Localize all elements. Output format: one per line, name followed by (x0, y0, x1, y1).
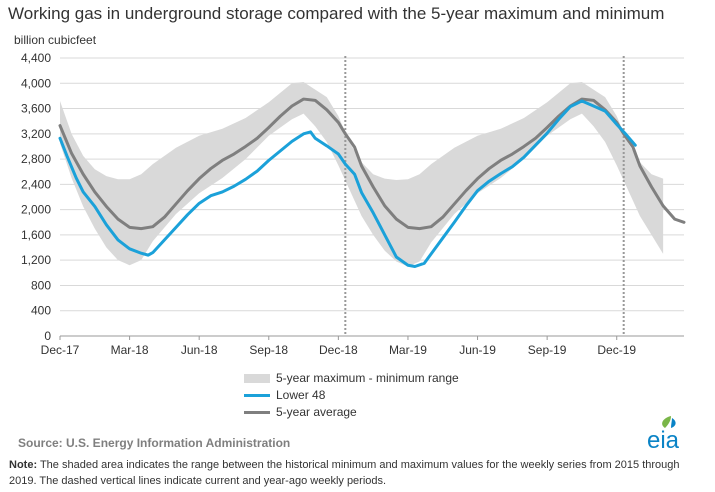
y-tick-label: 2,000 (21, 203, 51, 217)
leaf-icon (662, 416, 671, 428)
y-tick-label: 1,600 (21, 228, 51, 242)
leaf-icon-secondary (671, 418, 676, 428)
y-tick-label: 800 (31, 278, 51, 292)
legend-swatch-average (244, 411, 270, 414)
y-tick-label: 2,400 (21, 177, 51, 191)
legend-swatch-lower48 (244, 394, 270, 397)
legend: 5-year maximum - minimum range Lower 48 … (244, 370, 459, 421)
y-tick-label: 4,000 (21, 76, 51, 90)
range-band (60, 82, 664, 267)
footnote: Note: The shaded area indicates the rang… (9, 457, 709, 489)
source-text: Source: U.S. Energy Information Administ… (18, 436, 291, 450)
logo-text: eia (647, 427, 680, 452)
eia-logo: eia (647, 416, 680, 452)
y-axis-units: billion cubicfeet (14, 33, 97, 47)
x-tick-label: Sep-19 (528, 343, 567, 357)
y-tick-label: 400 (31, 304, 51, 318)
x-tick-label: Sep-18 (249, 343, 288, 357)
x-tick-label: Jun-19 (459, 343, 496, 357)
y-tick-label: 4,400 (21, 51, 51, 65)
legend-label-average: 5-year average (276, 405, 357, 419)
chart-area: 0 400 800 1,200 1,600 2,000 2,400 2,800 3,200 3,6… (21, 51, 686, 357)
x-tick-label: Jun-18 (181, 343, 218, 357)
legend-item-lower48: Lower 48 (244, 387, 459, 404)
x-tick-label: Dec-17 (41, 343, 80, 357)
x-tick-label: Mar-18 (111, 343, 149, 357)
legend-swatch-range (244, 374, 270, 383)
x-tick-label: Mar-19 (389, 343, 427, 357)
x-tick-label: Dec-18 (319, 343, 358, 357)
legend-label-lower48: Lower 48 (276, 388, 326, 402)
legend-item-range: 5-year maximum - minimum range (244, 370, 459, 387)
y-tick-label: 0 (44, 329, 51, 343)
legend-item-average: 5-year average (244, 404, 459, 421)
lower48-line (58, 99, 637, 268)
x-tick-label: Dec-19 (597, 343, 636, 357)
y-tick-label: 2,800 (21, 152, 51, 166)
note-label: Note: (9, 459, 38, 471)
y-tick-label: 1,200 (21, 253, 51, 267)
note-text: The shaded area indicates the range betw… (9, 459, 680, 487)
y-tick-label: 3,200 (21, 127, 51, 141)
average-line (58, 97, 686, 231)
legend-label-range: 5-year maximum - minimum range (276, 371, 459, 385)
chart-title: Working gas in underground storage compa… (8, 4, 665, 23)
y-tick-label: 3,600 (21, 102, 51, 116)
